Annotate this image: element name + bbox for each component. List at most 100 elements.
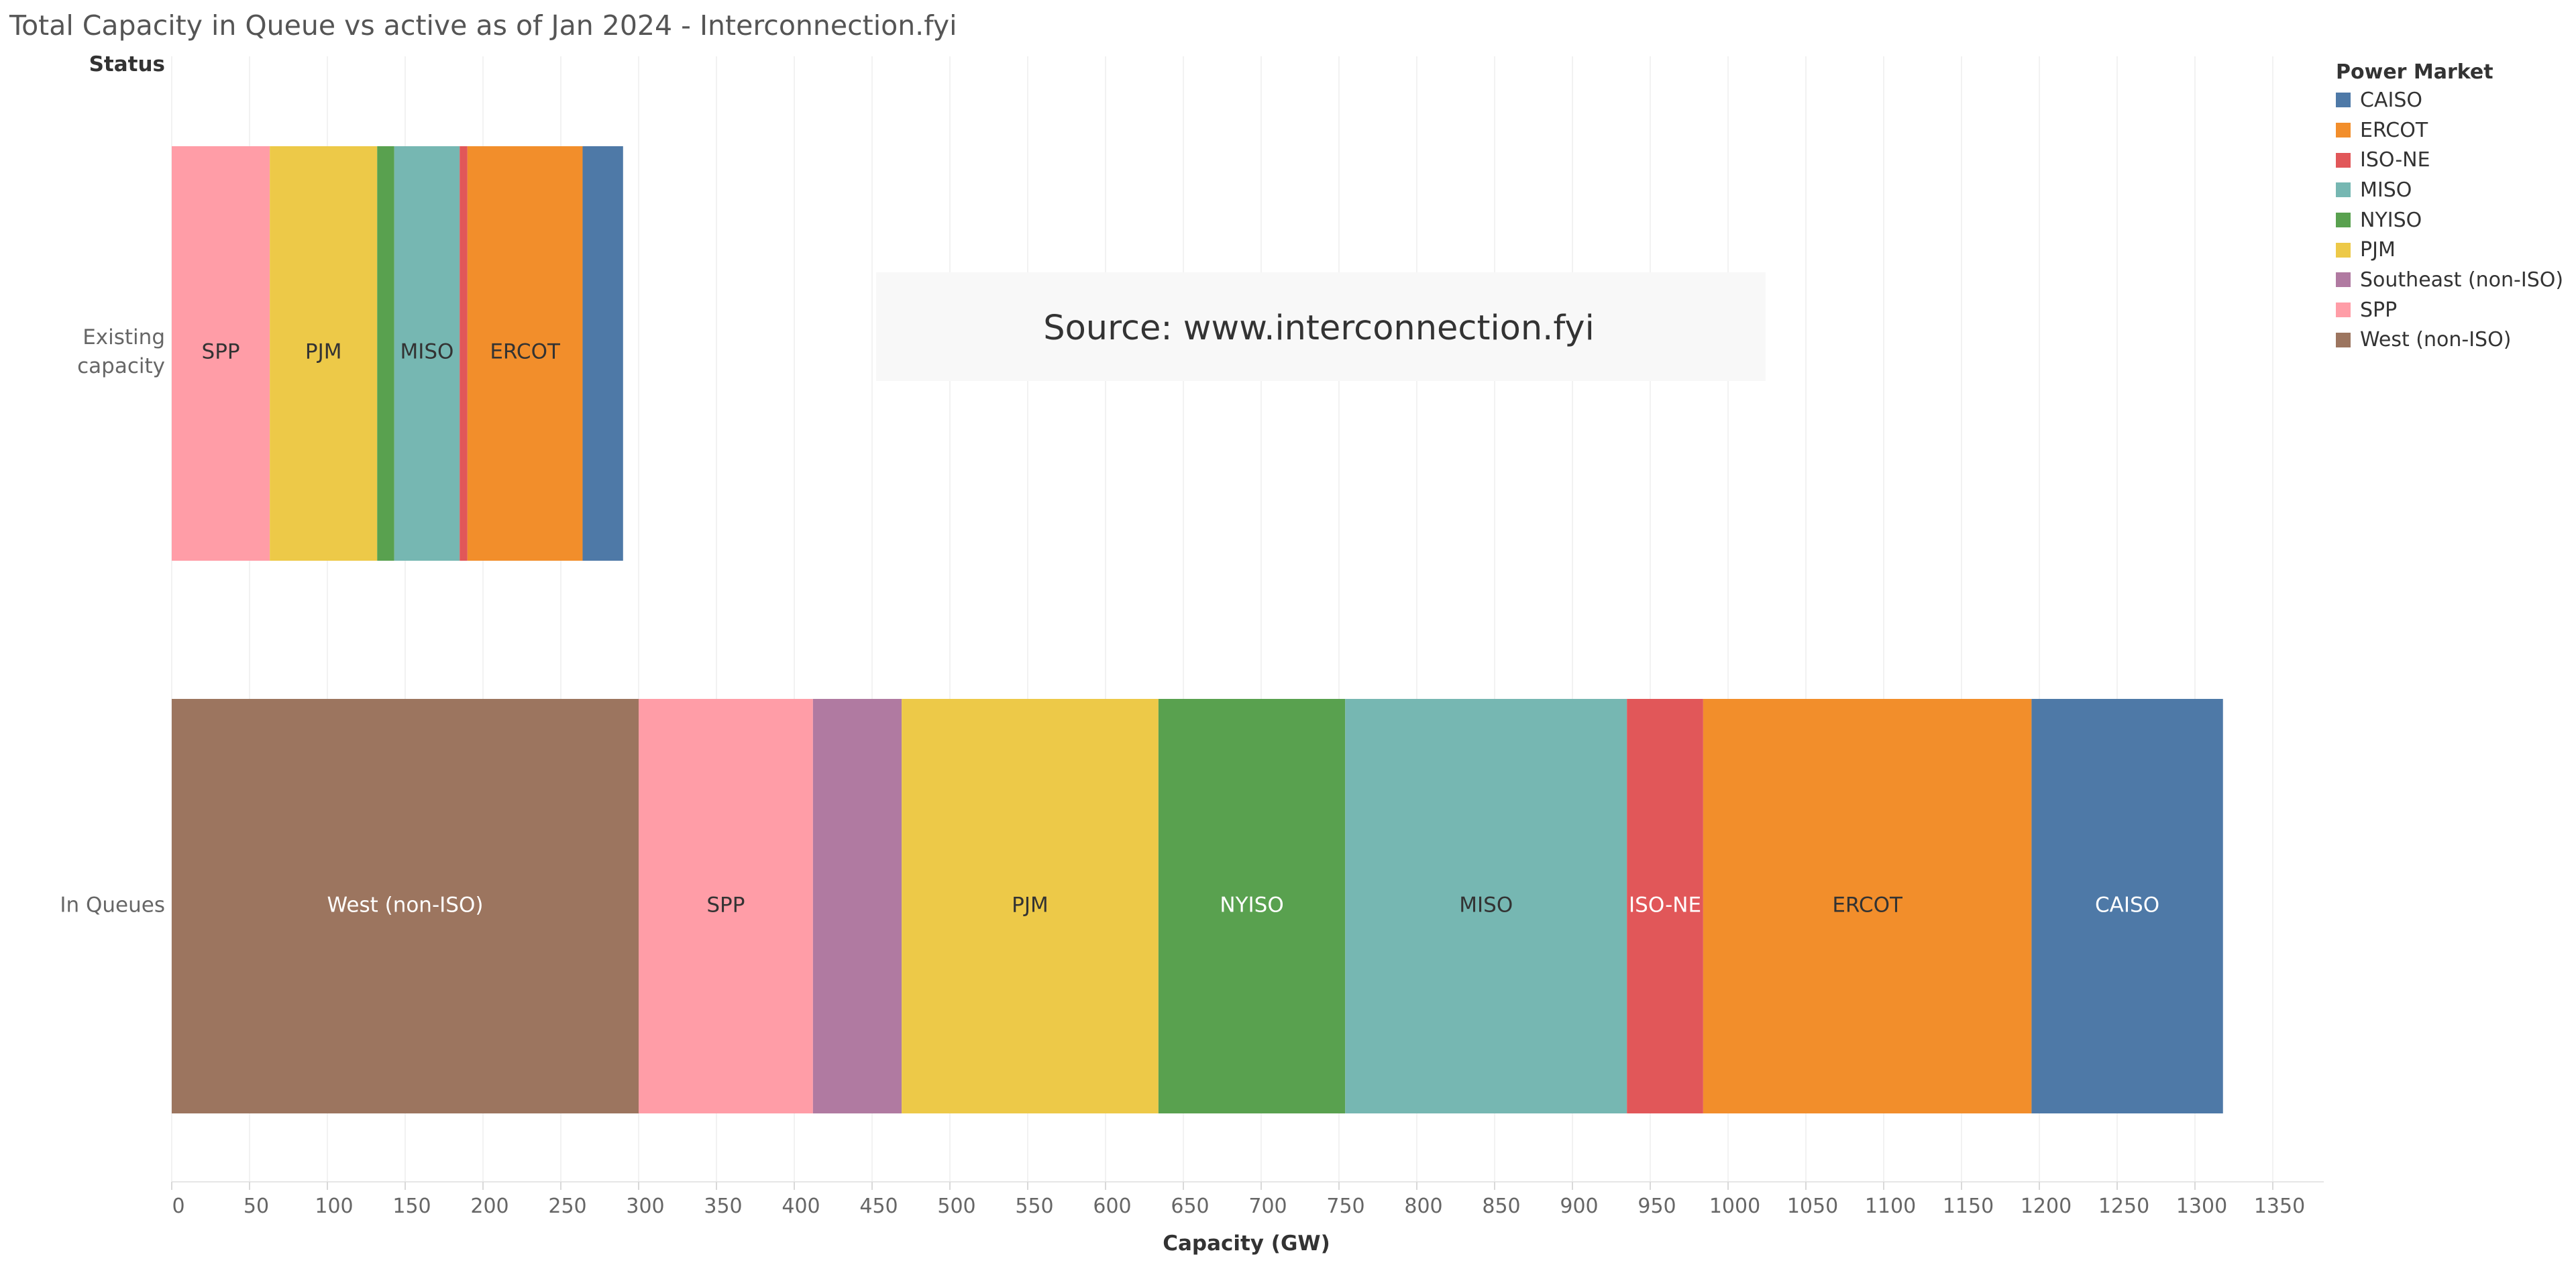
legend-swatch-nyiso <box>2336 213 2351 228</box>
bar-in-queues-caiso[interactable] <box>2031 699 2223 1113</box>
legend-swatch-spp <box>2336 302 2351 318</box>
x-tick-label-800: 800 <box>1404 1195 1442 1218</box>
bar-existing-caiso[interactable] <box>582 146 623 561</box>
x-tick-label-150: 150 <box>392 1195 431 1218</box>
bar-in-queues-miso[interactable] <box>1345 699 1627 1113</box>
x-tick-label-1200: 1200 <box>2021 1195 2072 1218</box>
legend-item-spp[interactable]: SPP <box>2336 295 2571 325</box>
x-axis: 0 50 100 150 200 250 300 350 400 450 500 550 600 650 7… <box>171 1182 2305 1218</box>
x-tick-label-400: 400 <box>782 1195 820 1218</box>
x-tick-label-100: 100 <box>315 1195 353 1218</box>
x-tick-label-900: 900 <box>1560 1195 1598 1218</box>
x-tick-label-250: 250 <box>548 1195 586 1218</box>
x-tick-label-600: 600 <box>1093 1195 1131 1218</box>
legend-label-southeast-non-iso: Southeast (non-ISO) <box>2360 268 2564 292</box>
legend-item-nyiso[interactable]: NYISO <box>2336 205 2571 235</box>
x-axis-title: Capacity (GW) <box>1163 1231 1330 1256</box>
bar-in-queues-iso-ne[interactable] <box>1627 699 1703 1113</box>
bar-label-existing-ercot: ERCOT <box>490 340 561 364</box>
bars <box>172 146 2223 1113</box>
bar-in-queues-pjm[interactable] <box>902 699 1159 1113</box>
bar-label-existing-miso: MISO <box>400 340 453 364</box>
x-tick-label-1000: 1000 <box>1709 1195 1760 1218</box>
category-label-existing-line2: capacity <box>77 354 165 378</box>
source-note-text: Source: www.interconnection.fyi <box>1043 309 1595 348</box>
legend-swatch-caiso <box>2336 93 2351 108</box>
bar-label-in-queues-ercot: ERCOT <box>1832 893 1903 918</box>
x-tick-label-1100: 1100 <box>1865 1195 1916 1218</box>
bar-label-in-queues-spp: SPP <box>706 893 745 918</box>
row-header-status: Status <box>89 52 165 76</box>
legend-label-spp: SPP <box>2360 298 2398 322</box>
legend-label-west-non-iso: West (non-ISO) <box>2360 328 2512 352</box>
x-tick-label-1150: 1150 <box>1943 1195 1994 1218</box>
source-note: Source: www.interconnection.fyi <box>876 272 1766 381</box>
bar-in-queues-spp[interactable] <box>639 699 813 1113</box>
x-tick-label-850: 850 <box>1482 1195 1520 1218</box>
category-labels: Existing capacity In Queues <box>60 325 165 918</box>
bar-existing-iso-ne[interactable] <box>460 146 468 561</box>
x-tick-label-750: 750 <box>1326 1195 1364 1218</box>
bar-existing-pjm[interactable] <box>270 146 378 561</box>
legend-swatch-ercot <box>2336 123 2351 138</box>
x-tick-label-300: 300 <box>626 1195 664 1218</box>
x-tick-label-450: 450 <box>859 1195 898 1218</box>
legend-item-pjm[interactable]: PJM <box>2336 235 2571 265</box>
bar-existing-spp[interactable] <box>172 146 270 561</box>
bar-existing-ercot[interactable] <box>467 146 583 561</box>
legend: Power Market CAISO ERCOT ISO-NE MISO NYISO PJ… <box>2336 60 2571 355</box>
legend-swatch-pjm <box>2336 242 2351 258</box>
legend-item-ercot[interactable]: ERCOT <box>2336 115 2571 146</box>
legend-item-west-non-iso[interactable]: West (non-ISO) <box>2336 325 2571 355</box>
x-tick-label-50: 50 <box>244 1195 269 1218</box>
x-tick-label-0: 0 <box>172 1195 184 1218</box>
legend-item-iso-ne[interactable]: ISO-NE <box>2336 145 2571 175</box>
x-tick-label-700: 700 <box>1248 1195 1287 1218</box>
legend-item-caiso[interactable]: CAISO <box>2336 85 2571 115</box>
bar-in-queues-southeast-non-iso[interactable] <box>812 699 902 1113</box>
x-tick-label-1350: 1350 <box>2254 1195 2305 1218</box>
bar-label-existing-spp: SPP <box>202 340 240 364</box>
bar-existing-nyiso[interactable] <box>377 146 394 561</box>
legend-label-caiso: CAISO <box>2360 88 2422 112</box>
bar-label-existing-pjm: PJM <box>305 340 342 364</box>
chart-title: Total Capacity in Queue vs active as of … <box>9 9 957 42</box>
x-tick-label-550: 550 <box>1015 1195 1053 1218</box>
x-tick-label-1300: 1300 <box>2176 1195 2227 1218</box>
legend-swatch-southeast-non-iso <box>2336 272 2351 288</box>
x-tick-label-1250: 1250 <box>2098 1195 2149 1218</box>
category-label-existing-line1: Existing <box>83 325 165 349</box>
bar-label-in-queues-caiso: CAISO <box>2095 893 2159 918</box>
x-tick-label-350: 350 <box>704 1195 742 1218</box>
chart-plot: Status SPP PJM MISO ERCOT West (non-ISO) SPP P… <box>60 52 2324 1256</box>
legend-label-nyiso: NYISO <box>2360 208 2422 232</box>
x-tick-label-650: 650 <box>1171 1195 1209 1218</box>
x-tick-label-1050: 1050 <box>1787 1195 1838 1218</box>
legend-label-miso: MISO <box>2360 178 2412 202</box>
bar-in-queues-west-non-iso[interactable] <box>172 699 639 1113</box>
legend-swatch-miso <box>2336 182 2351 198</box>
bar-label-in-queues-iso-ne: ISO-NE <box>1629 893 1701 918</box>
legend-swatch-west-non-iso <box>2336 332 2351 347</box>
legend-swatch-iso-ne <box>2336 152 2351 168</box>
bar-in-queues-ercot[interactable] <box>1703 699 2032 1113</box>
bar-existing-miso[interactable] <box>394 146 460 561</box>
category-label-in-queues-line1: In Queues <box>60 893 165 918</box>
x-tick-label-200: 200 <box>470 1195 508 1218</box>
bar-label-in-queues-west-non-iso: West (non-ISO) <box>327 893 484 918</box>
bar-labels: SPP PJM MISO ERCOT West (non-ISO) SPP PJM NYISO… <box>202 340 2160 918</box>
source-note-box <box>876 272 1766 381</box>
bar-label-in-queues-pjm: PJM <box>1012 893 1049 918</box>
legend-title: Power Market <box>2336 60 2493 84</box>
x-tick-label-950: 950 <box>1638 1195 1676 1218</box>
legend-item-southeast-non-iso[interactable]: Southeast (non-ISO) <box>2336 265 2571 295</box>
bar-label-in-queues-nyiso: NYISO <box>1220 893 1283 918</box>
legend-label-ercot: ERCOT <box>2360 118 2428 142</box>
legend-item-miso[interactable]: MISO <box>2336 175 2571 205</box>
legend-label-pjm: PJM <box>2360 238 2396 262</box>
legend-items: CAISO ERCOT ISO-NE MISO NYISO PJM Southeast (n… <box>2336 85 2571 355</box>
x-tick-label-500: 500 <box>937 1195 975 1218</box>
bar-in-queues-nyiso[interactable] <box>1158 699 1346 1113</box>
bar-label-in-queues-miso: MISO <box>1459 893 1513 918</box>
legend-label-iso-ne: ISO-NE <box>2360 148 2430 172</box>
